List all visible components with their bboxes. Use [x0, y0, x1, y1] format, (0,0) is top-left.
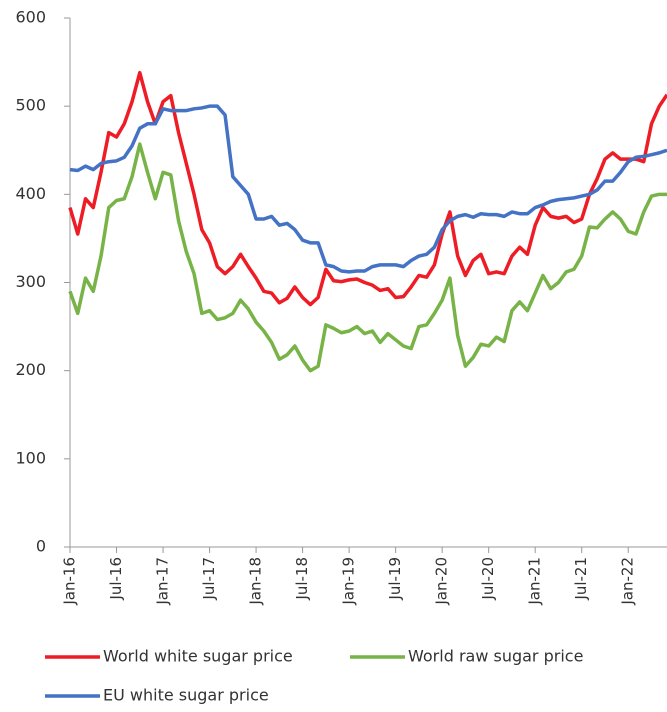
y-tick-label: 0	[36, 537, 46, 556]
legend-label: World raw sugar price	[408, 647, 583, 666]
x-tick-label: Jul-19	[386, 557, 404, 601]
series-line	[69, 104, 667, 274]
y-tick-label: 500	[15, 96, 46, 115]
x-tick-label: Jul-17	[200, 557, 218, 601]
x-tick-label: Jul-18	[293, 557, 311, 601]
x-tick-label: Jul-21	[572, 557, 590, 601]
x-tick-label: Jan-22	[619, 557, 637, 606]
x-tick-label: Jan-16	[61, 557, 79, 606]
y-tick-label: 300	[15, 272, 46, 291]
y-tick-label: 600	[15, 8, 46, 27]
legend-label: World white sugar price	[103, 647, 293, 666]
x-tick-label: Jan-21	[526, 557, 544, 606]
x-tick-label: Jan-17	[154, 557, 172, 606]
y-tick-label: 200	[15, 360, 46, 379]
series-line	[68, 70, 667, 307]
x-tick-label: Jul-16	[107, 557, 125, 601]
legend-label: EU white sugar price	[103, 686, 269, 705]
series-line	[68, 142, 667, 373]
y-tick-label: 400	[15, 184, 46, 203]
x-tick-label: Jul-20	[479, 557, 497, 601]
x-tick-label: Jan-19	[340, 557, 358, 606]
y-tick-label: 100	[15, 448, 46, 467]
x-tick-label: Jan-18	[247, 557, 265, 606]
x-tick-label: Jan-20	[433, 557, 451, 606]
